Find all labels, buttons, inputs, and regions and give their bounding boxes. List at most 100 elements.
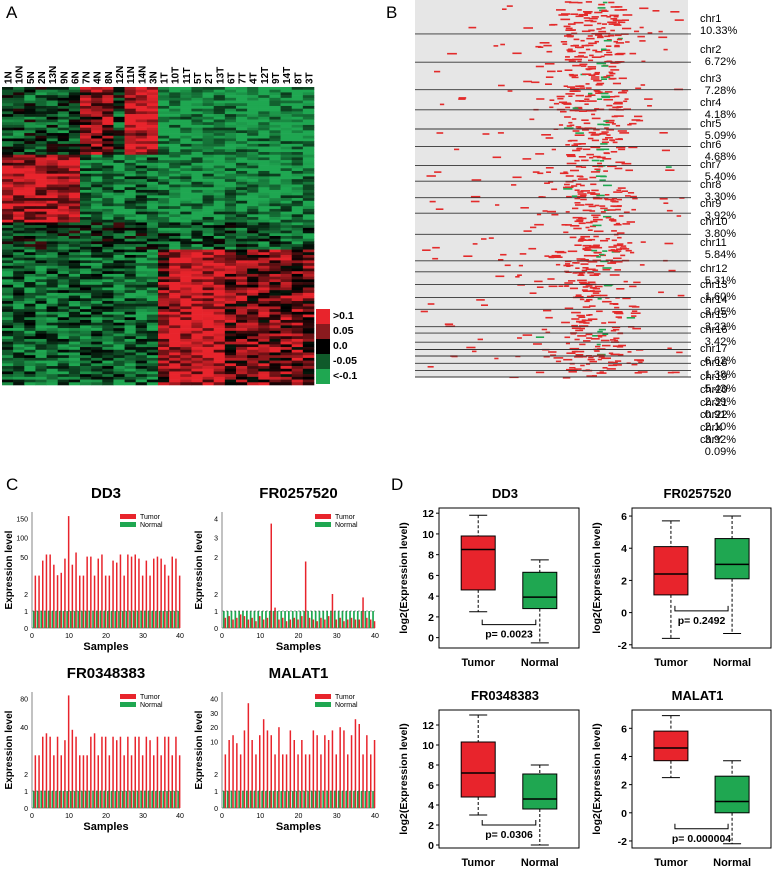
tumor-bar xyxy=(171,755,173,808)
tumor-bar xyxy=(274,754,276,808)
tumor-bar xyxy=(138,558,140,628)
normal-bar xyxy=(238,791,240,808)
tumor-bar xyxy=(262,619,265,628)
x-tick-label: 10 xyxy=(256,813,264,820)
chromosome-row: chr37.28% xyxy=(700,73,777,97)
bars xyxy=(33,695,181,808)
normal-bar xyxy=(307,611,309,628)
legend-normal-label: Normal xyxy=(335,522,358,529)
tumor-bar xyxy=(347,754,349,808)
tumor-bar xyxy=(320,754,322,808)
tumor-bar xyxy=(259,735,261,808)
normal-bar xyxy=(223,791,225,808)
chromosome-percent: 3.92% xyxy=(704,434,736,446)
tumor-bar xyxy=(167,575,170,628)
tumor-bar xyxy=(141,575,144,628)
y-tick-label: 80 xyxy=(20,696,28,703)
tumor-bar xyxy=(362,754,364,808)
tumor-bar xyxy=(79,575,81,628)
chromosome-row: chr210.91% xyxy=(700,397,777,421)
x-tick-label: 20 xyxy=(295,633,303,640)
category-label: Tumor xyxy=(461,857,495,869)
tumor-bar xyxy=(236,743,238,808)
normal-bar xyxy=(360,611,363,628)
normal-bar xyxy=(118,791,120,808)
chromosome-row: chr103.80% xyxy=(700,216,777,240)
tumor-bar xyxy=(127,554,129,628)
tumor-bar xyxy=(358,619,360,628)
chromosome-row: chr125.31% xyxy=(700,263,777,287)
normal-bar xyxy=(257,611,260,628)
normal-bar xyxy=(144,611,146,628)
normal-bar xyxy=(177,611,179,628)
normal-bar xyxy=(92,611,94,628)
normal-bar xyxy=(249,791,252,808)
normal-bar xyxy=(51,611,54,628)
tumor-bar xyxy=(350,735,353,808)
chromosome-percent: 4.68% xyxy=(704,151,736,163)
plot-frame xyxy=(631,507,772,649)
chromosome-row: chr222.10% xyxy=(700,409,777,433)
normal-bar xyxy=(303,611,305,628)
tumor-bar xyxy=(251,617,253,628)
y-tick-label: 1 xyxy=(214,609,218,616)
normal-bar xyxy=(265,611,267,628)
legend-tumor-swatch xyxy=(120,514,136,519)
x-tick-label: 0 xyxy=(30,813,34,820)
legend-normal-label: Normal xyxy=(335,702,358,709)
normal-bar xyxy=(272,611,275,628)
tumor-bar xyxy=(97,558,99,628)
chromosome-name: chr10 xyxy=(700,216,728,228)
chromosome-percent: 6.62% xyxy=(704,355,736,367)
tumor-bar xyxy=(343,621,345,628)
normal-bar xyxy=(341,611,344,628)
chromosome-row: chr55.09% xyxy=(700,118,777,142)
normal-bar xyxy=(95,611,98,628)
tumor-bar xyxy=(123,755,125,808)
box-plot-fr0257520: FR0257520 log2(Expression level) -2 0 2 4 6 Tum… xyxy=(591,486,772,669)
legend-swatch xyxy=(316,369,330,384)
tumor-bar xyxy=(366,735,368,808)
tumor-bar xyxy=(335,754,337,808)
plot-frame xyxy=(438,709,580,849)
tumor-bar xyxy=(49,554,51,628)
normal-bar xyxy=(66,611,68,628)
y-tick-label: 1 xyxy=(214,789,218,796)
legend-tumor-label: Tumor xyxy=(140,694,161,701)
tumor-bar xyxy=(119,736,122,808)
x-tick-label: 20 xyxy=(295,813,303,820)
normal-bar xyxy=(73,611,76,628)
normal-bar xyxy=(368,791,370,808)
tumor-bar xyxy=(45,733,48,808)
chromosome-row: chr195.43% xyxy=(700,371,777,395)
y-axis-label: log2(Expression level) xyxy=(591,522,603,633)
x-tick-label: 40 xyxy=(176,813,184,820)
chromosome-name: chr12 xyxy=(700,263,728,275)
sample-label: 11T xyxy=(182,67,193,84)
normal-bar xyxy=(88,611,91,628)
chromosome-percent: 3.42% xyxy=(704,336,736,348)
x-tick-label: 0 xyxy=(220,813,224,820)
normal-bar xyxy=(337,611,340,628)
x-tick-label: 20 xyxy=(102,813,110,820)
x-axis-label: Samples xyxy=(276,641,321,653)
tumor-bar xyxy=(82,575,85,628)
legend-tumor-swatch xyxy=(315,514,331,519)
chromosome-name: chr8 xyxy=(700,179,722,191)
panel-c-letter: C xyxy=(6,475,19,494)
y-tick-label: 2 xyxy=(24,592,28,599)
tumor-bar xyxy=(116,562,118,628)
y-axis-label: log2(Expression level) xyxy=(398,522,410,633)
legend-label: 0.0 xyxy=(333,340,348,352)
y-tick-label: 2 xyxy=(214,555,218,562)
tumor-bar xyxy=(93,733,96,808)
box-plot-fr0348383: FR0348383 log2(Expression level) 0 2 4 6 8 10 12… xyxy=(398,688,580,869)
tumor-bar xyxy=(232,735,234,808)
legend-normal-swatch xyxy=(120,522,136,527)
tumor-bar xyxy=(236,617,238,628)
normal-bar xyxy=(364,611,367,628)
chromosome-row: chr64.68% xyxy=(700,139,777,163)
chromosome-name: chr18 xyxy=(700,357,728,369)
tumor-bar xyxy=(112,736,114,808)
